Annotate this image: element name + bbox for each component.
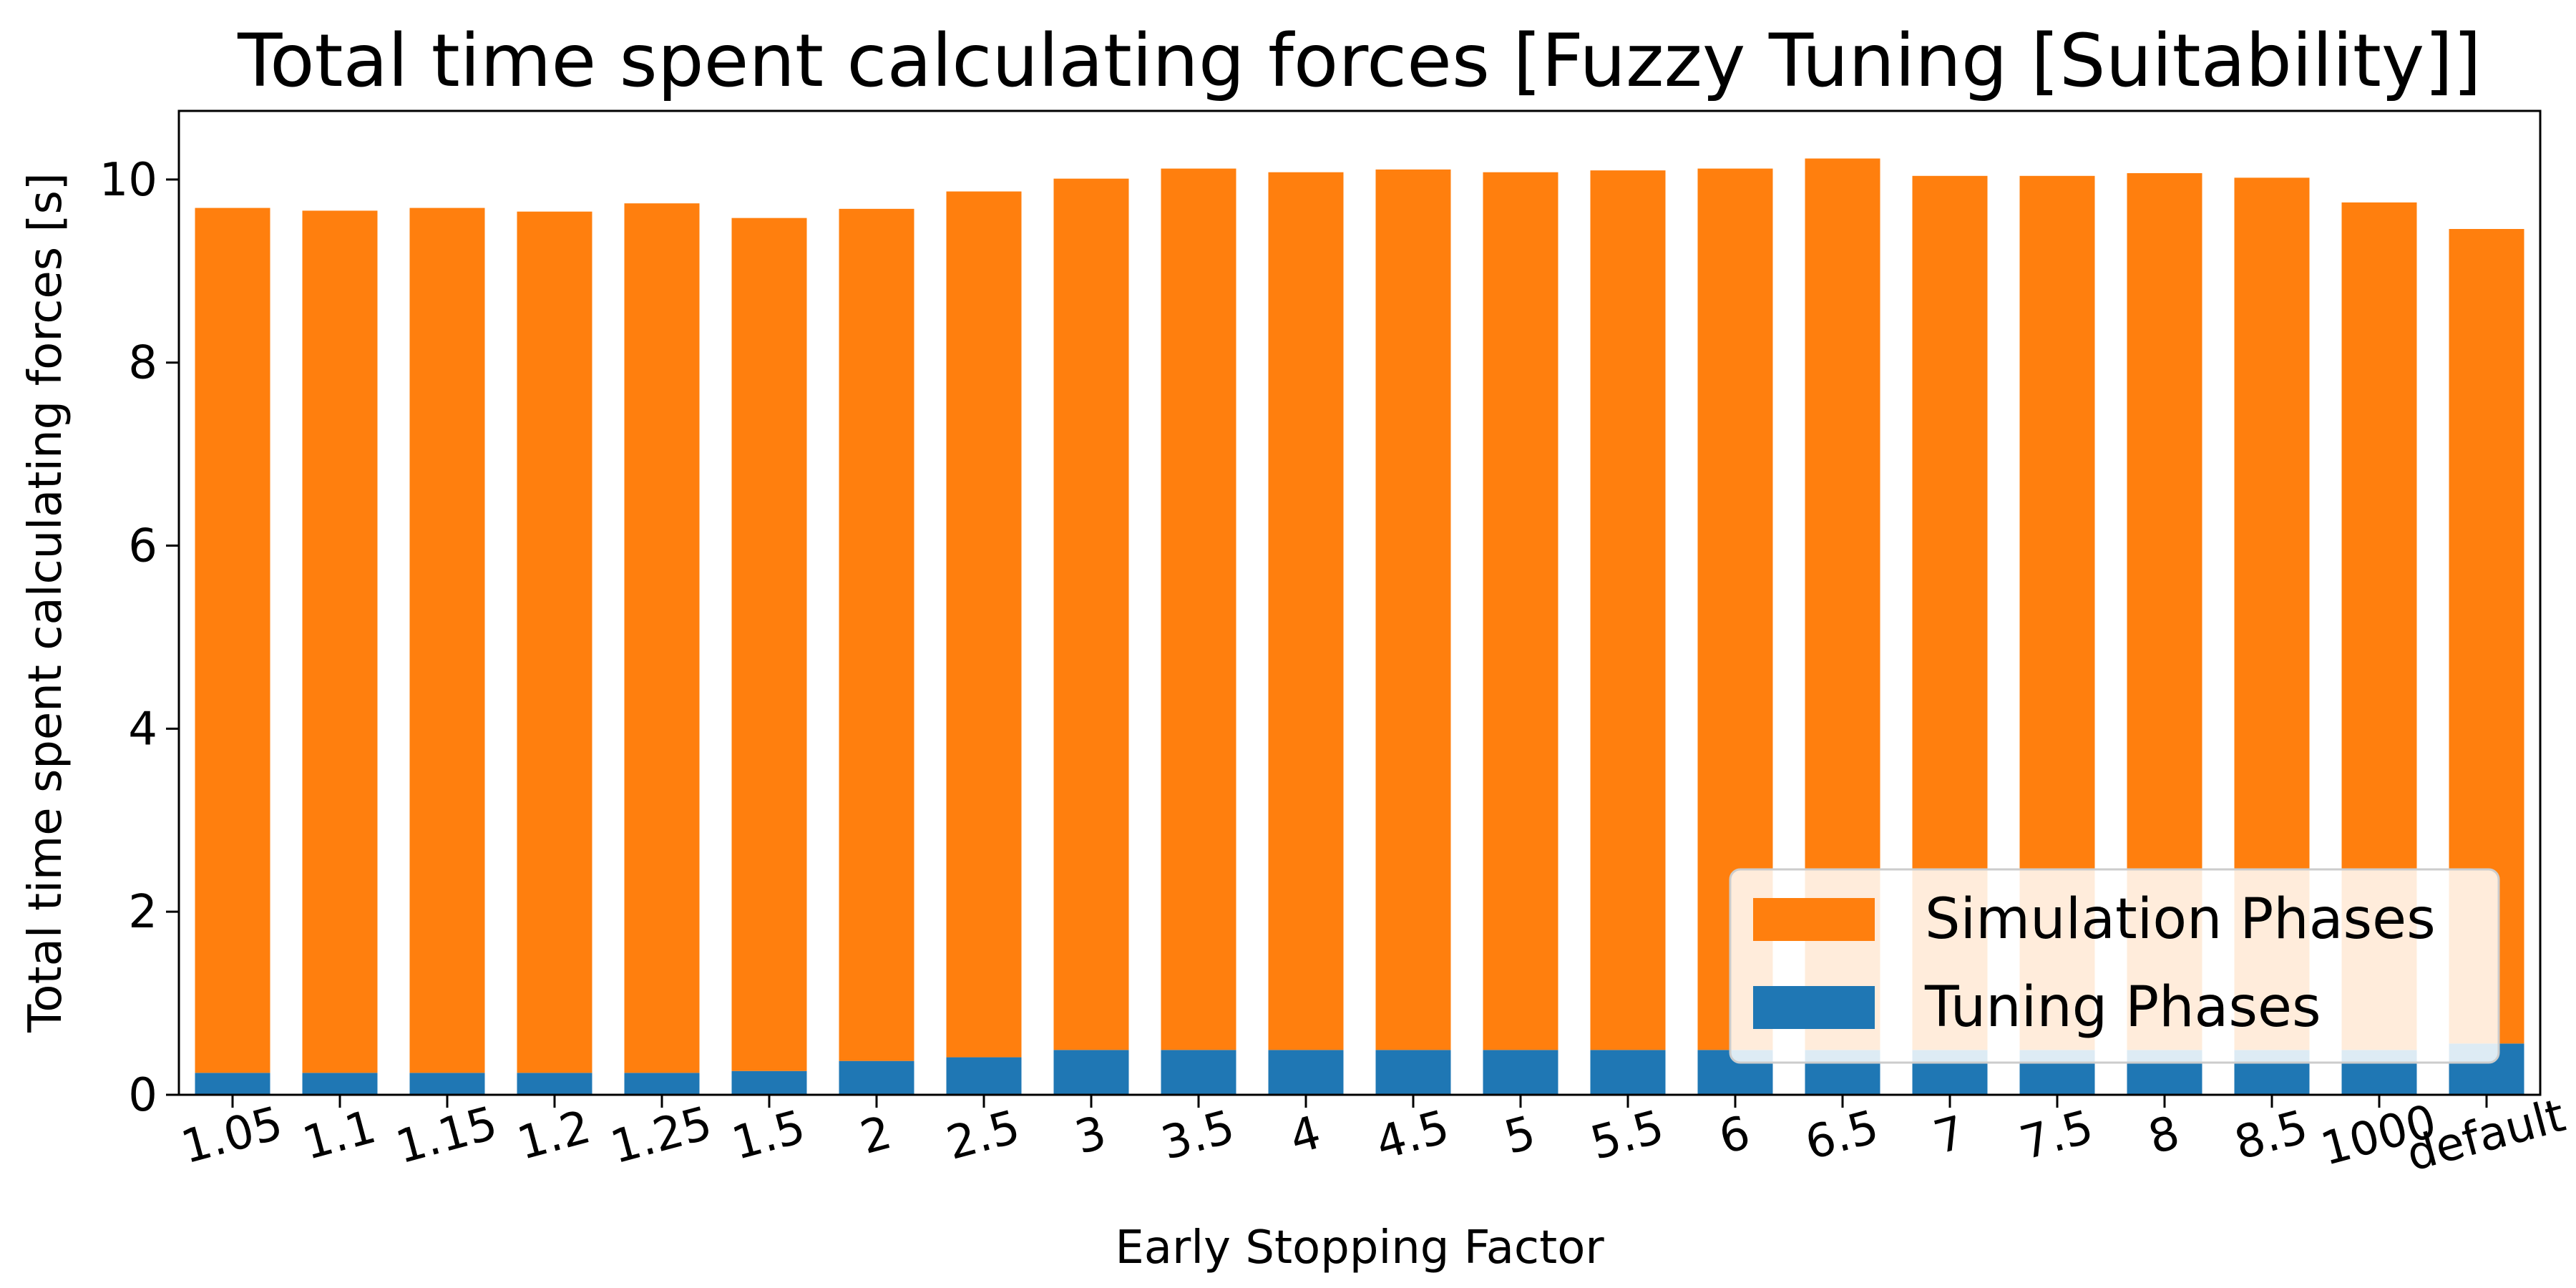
bar-tuning-phases-4 xyxy=(1268,1050,1344,1095)
x-axis-label: Early Stopping Factor xyxy=(1115,1221,1604,1274)
bar-tuning-phases-3 xyxy=(1053,1050,1129,1095)
bar-tuning-phases-3-5 xyxy=(1161,1050,1236,1095)
y-axis: 0 2 4 6 8 10 xyxy=(99,154,179,1122)
x-tick-label: 1.05 xyxy=(176,1097,288,1174)
x-tick-label: 3.5 xyxy=(1156,1101,1239,1171)
bar-simulation-phases-1-2 xyxy=(517,211,592,1073)
bar-simulation-phases-2 xyxy=(839,208,914,1061)
x-tick-label: 1.2 xyxy=(512,1101,595,1171)
bar-simulation-phases-1-1 xyxy=(302,210,378,1073)
legend-swatch-simulation xyxy=(1753,898,1875,941)
chart-title: Total time spent calculating forces [Fuz… xyxy=(237,19,2482,104)
x-tick-label: 4 xyxy=(1284,1106,1326,1165)
bar-tuning-phases-5 xyxy=(1483,1050,1558,1095)
legend-label-simulation: Simulation Phases xyxy=(1925,887,2436,952)
y-tick-label: 6 xyxy=(128,520,157,573)
y-tick-label: 0 xyxy=(128,1069,157,1122)
bar-tuning-phases-1-15 xyxy=(409,1073,485,1095)
bar-simulation-phases-2-5 xyxy=(946,191,1022,1058)
x-tick-label: 2.5 xyxy=(941,1101,1025,1171)
legend-swatch-tuning xyxy=(1753,986,1875,1029)
bar-tuning-phases-1-2 xyxy=(517,1073,592,1095)
y-axis-label: Total time spent calculating forces [s] xyxy=(19,172,72,1033)
legend-label-tuning: Tuning Phases xyxy=(1924,975,2321,1040)
x-tick-label: 1.5 xyxy=(726,1101,810,1171)
x-tick-label: 7.5 xyxy=(2014,1101,2098,1171)
bar-simulation-phases-1-25 xyxy=(624,203,700,1073)
bar-tuning-phases-2 xyxy=(839,1060,914,1095)
bar-simulation-phases-4 xyxy=(1268,172,1344,1050)
bar-tuning-phases-1-25 xyxy=(624,1073,700,1095)
x-tick-label: 6 xyxy=(1714,1106,1755,1165)
x-tick-label: 8.5 xyxy=(2229,1101,2313,1171)
x-tick-label: 2 xyxy=(855,1106,897,1165)
y-tick-label: 4 xyxy=(128,703,157,756)
bar-simulation-phases-1-5 xyxy=(731,218,807,1071)
bars-group xyxy=(195,158,2524,1095)
bar-tuning-phases-4-5 xyxy=(1375,1050,1451,1095)
x-tick-label: 3 xyxy=(1070,1106,1111,1165)
x-tick-label: 5 xyxy=(1499,1106,1541,1165)
bar-tuning-phases-1-1 xyxy=(302,1073,378,1095)
bar-tuning-phases-1-05 xyxy=(195,1073,270,1095)
plot-frame xyxy=(177,109,2542,1096)
bar-simulation-phases-4-5 xyxy=(1375,169,1451,1050)
legend: Simulation Phases Tuning Phases xyxy=(1729,868,2500,1064)
y-tick-label: 8 xyxy=(128,337,157,390)
y-tick-label: 10 xyxy=(99,154,157,207)
x-tick-label: 1.25 xyxy=(605,1097,718,1174)
x-tick-label: 6.5 xyxy=(1800,1101,1883,1171)
bar-simulation-phases-3 xyxy=(1053,178,1129,1050)
bar-simulation-phases-5-5 xyxy=(1590,170,1666,1050)
x-axis: 1.05 1.1 1.15 1.2 1.25 1.5 2 2.5 3 3.5 4 4.5 5 5.5 6 6.… xyxy=(176,1089,2571,1182)
x-tick-label: 5.5 xyxy=(1585,1101,1669,1171)
bar-tuning-phases-2-5 xyxy=(946,1057,1022,1095)
x-tick-label: 1.15 xyxy=(391,1097,503,1174)
x-tick-label: 8 xyxy=(2143,1106,2185,1165)
bar-simulation-phases-5 xyxy=(1483,172,1558,1050)
y-tick-label: 2 xyxy=(128,886,157,939)
bar-tuning-phases-5-5 xyxy=(1590,1050,1666,1095)
bar-simulation-phases-1-05 xyxy=(195,208,270,1073)
x-tick-label: 7 xyxy=(1928,1106,1970,1165)
x-tick-label: 1.1 xyxy=(297,1101,381,1171)
legend-box xyxy=(1729,868,2500,1064)
bar-tuning-phases-1-5 xyxy=(731,1070,807,1095)
x-tick-label: 4.5 xyxy=(1370,1101,1454,1171)
bar-simulation-phases-1-15 xyxy=(409,208,485,1073)
bar-simulation-phases-3-5 xyxy=(1161,168,1236,1050)
